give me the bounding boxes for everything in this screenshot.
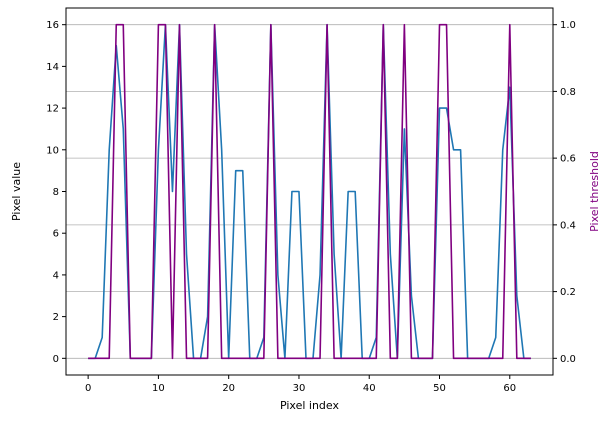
x-tick-label: 50 [433, 383, 446, 394]
y-left-tick-label: 16 [46, 20, 59, 31]
x-axis-label: Pixel index [280, 399, 340, 412]
series-lines [88, 23, 531, 360]
y-axis-right-label: Pixel threshold [588, 151, 601, 232]
y-left-tick-label: 4 [53, 270, 59, 281]
x-tick-label: 10 [152, 383, 165, 394]
y-left-tick-label: 2 [53, 312, 59, 323]
y-right-tick-label: 0.6 [560, 154, 576, 165]
y-left-tick-label: 6 [53, 229, 59, 240]
y-right-tick-label: 0.4 [560, 220, 576, 231]
y-right-tick-label: 1.0 [560, 20, 576, 31]
y-left-tick-label: 10 [46, 145, 59, 156]
y-axis-left-label: Pixel value [10, 162, 23, 221]
x-axis: 0 10 20 30 40 50 60 [85, 375, 516, 394]
x-tick-label: 0 [85, 383, 91, 394]
x-tick-label: 60 [503, 383, 516, 394]
y-left-tick-label: 14 [46, 62, 59, 73]
y-axis-right: 0.0 0.2 0.4 0.6 0.8 1.0 [553, 20, 576, 365]
x-tick-label: 30 [293, 383, 306, 394]
y-left-tick-label: 12 [46, 104, 59, 115]
y-axis-left: 0 2 4 6 8 10 12 14 16 [46, 20, 66, 365]
y-right-tick-label: 0.2 [560, 287, 576, 298]
plot-frame [65, 7, 554, 376]
grid-lines [66, 24, 553, 359]
y-right-tick-label: 0.0 [560, 354, 576, 365]
y-left-tick-label: 8 [53, 187, 59, 198]
threshold-series-line [88, 23, 531, 360]
x-tick-label: 20 [222, 383, 235, 394]
y-left-tick-label: 0 [53, 354, 59, 365]
y-right-tick-label: 0.8 [560, 87, 576, 98]
x-tick-label: 40 [363, 383, 376, 394]
